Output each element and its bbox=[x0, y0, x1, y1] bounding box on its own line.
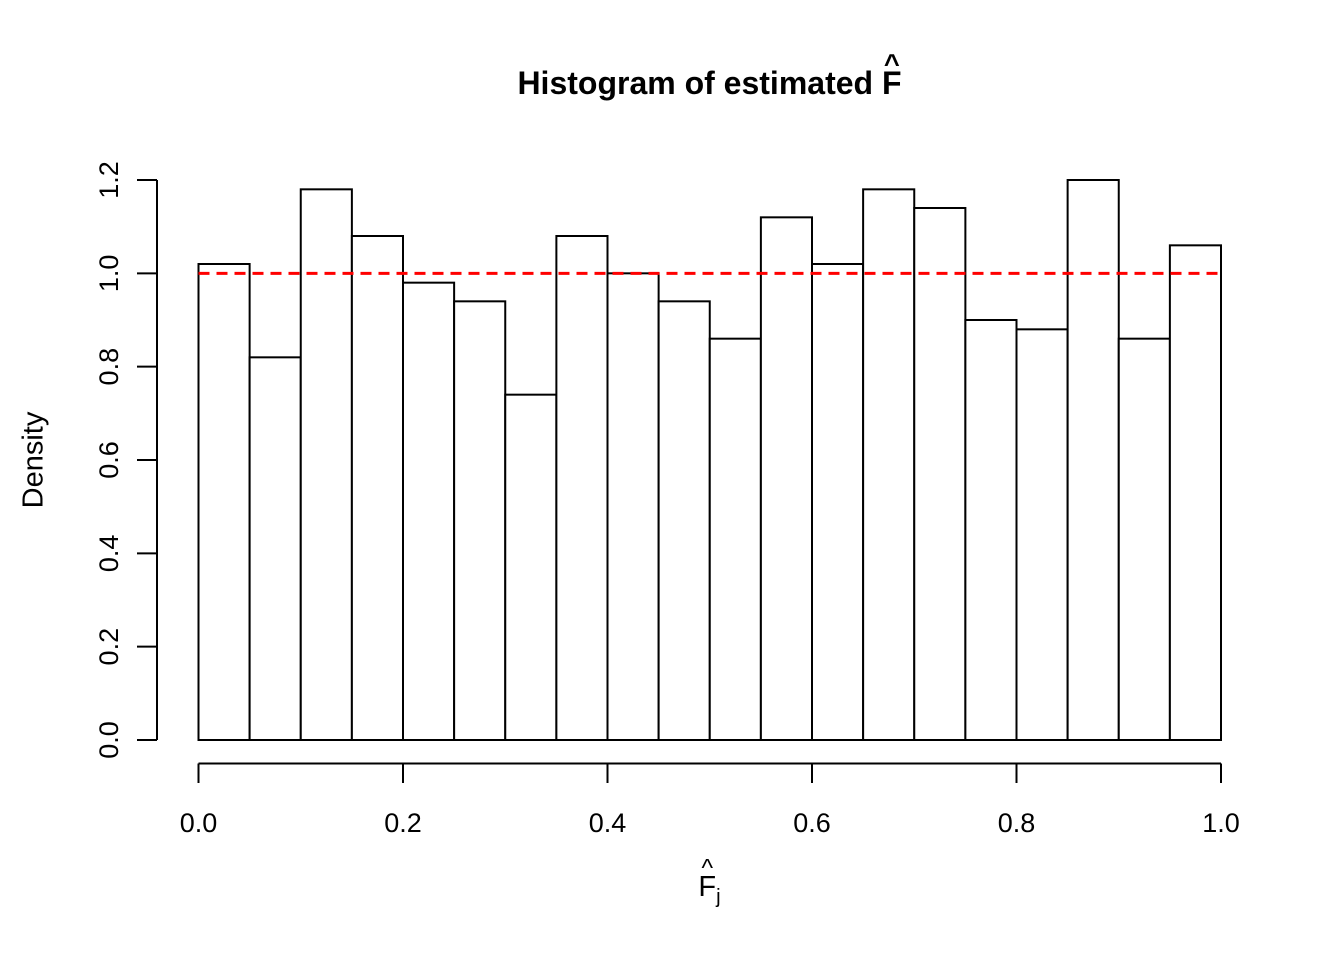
hat-accent-icon: ^ bbox=[883, 47, 900, 79]
histogram-bar bbox=[299, 188, 353, 742]
subscript-j: j bbox=[716, 886, 721, 909]
histogram-bar bbox=[964, 319, 1018, 741]
f-hat-symbol: ^ F bbox=[698, 857, 717, 905]
histogram-bar bbox=[248, 356, 302, 741]
f-hat-symbol: ^ F bbox=[882, 50, 902, 102]
chart-title-text: Histogram of estimated bbox=[517, 65, 874, 101]
hat-accent-icon: ^ bbox=[701, 855, 714, 883]
y-tick-label: 1.2 bbox=[94, 161, 124, 199]
y-tick-label: 0.0 bbox=[94, 721, 124, 759]
histogram-bar bbox=[708, 337, 762, 741]
x-tick-label: 0.4 bbox=[589, 808, 627, 838]
histogram-bar bbox=[504, 393, 558, 741]
f-variable: F bbox=[882, 65, 902, 101]
f-variable: F bbox=[698, 871, 717, 903]
histogram-bar bbox=[811, 263, 865, 741]
histogram-bar bbox=[913, 207, 967, 741]
histogram-bar bbox=[350, 235, 404, 741]
histogram-bar bbox=[197, 263, 251, 741]
y-tick-label: 0.6 bbox=[94, 441, 124, 479]
y-tick-label: 0.8 bbox=[94, 348, 124, 386]
histogram-bar bbox=[402, 281, 456, 741]
x-tick-label: 0.8 bbox=[998, 808, 1036, 838]
histogram-bar bbox=[555, 235, 609, 741]
y-tick-label: 1.0 bbox=[94, 255, 124, 293]
histogram-bar bbox=[453, 300, 507, 741]
x-tick-label: 0.6 bbox=[793, 808, 831, 838]
x-tick-label: 0.2 bbox=[384, 808, 422, 838]
y-tick-label: 0.2 bbox=[94, 628, 124, 666]
y-tick-label: 0.4 bbox=[94, 535, 124, 573]
histogram-bar bbox=[657, 300, 711, 741]
chart-title: Histogram of estimated ^ F bbox=[198, 50, 1221, 102]
histogram-bar bbox=[1066, 179, 1120, 741]
histogram-bar bbox=[606, 272, 660, 741]
x-tick-label: 0.0 bbox=[180, 808, 218, 838]
y-axis-title: Density bbox=[17, 411, 50, 509]
histogram-bar bbox=[759, 216, 813, 742]
histogram-bar bbox=[1168, 244, 1222, 741]
x-tick-label: 1.0 bbox=[1202, 808, 1240, 838]
histogram-bar bbox=[1015, 328, 1069, 741]
x-axis-title: ^ Fj bbox=[198, 857, 1221, 909]
histogram-bar bbox=[1117, 337, 1171, 741]
